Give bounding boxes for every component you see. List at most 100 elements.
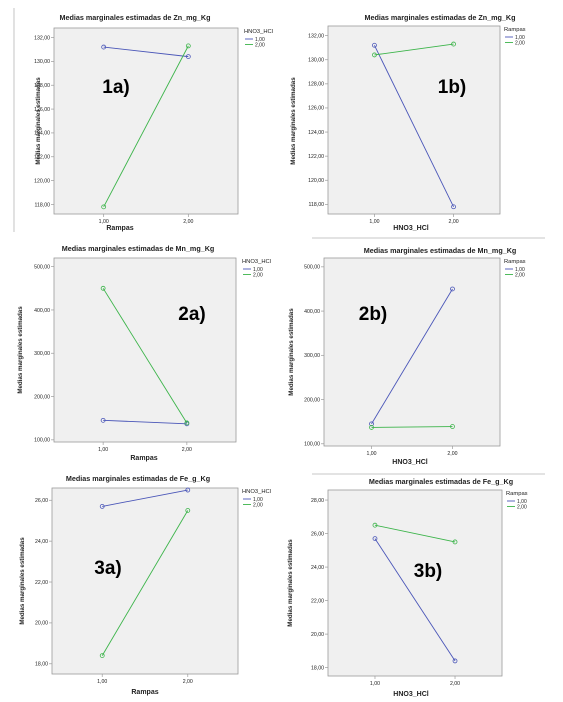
legend-entry-1: 1,00 [517,499,527,505]
y-tick-label: 100,00 [34,438,50,444]
series-line-2 [374,524,456,543]
data-point-series-2 [450,424,455,429]
y-axis-label: Medias marginales estimadas [288,308,295,396]
y-tick-label: 126,00 [308,106,324,112]
y-tick-label: 132,00 [34,35,50,41]
legend-title: HNO3_HCl [242,489,271,495]
y-tick-label: 122,00 [34,155,50,161]
x-tick-label: 2,00 [183,679,193,685]
data-point-series-1 [185,487,191,493]
y-tick-label: 20,00 [311,632,324,638]
data-point-series-2 [100,285,106,291]
chart-title: Medias marginales estimadas de Mn_mg_Kg [364,246,517,255]
y-tick-label: 124,00 [308,130,324,136]
y-tick-label: 200,00 [304,397,320,403]
x-axis-label: HNO3_HCl [392,459,427,466]
y-tick-label: 26,00 [35,498,48,504]
y-tick-label: 120,00 [308,178,324,184]
data-point-series-2 [369,425,374,430]
data-point-series-1 [100,417,106,423]
data-point-series-2 [372,522,378,528]
y-tick-label: 126,00 [34,107,50,113]
legend-title: Rampas [506,491,528,497]
series-line-1 [374,538,456,662]
chart-panel-3a: Medias marginales estimadas de Fe_g_Kg 18… [19,474,271,696]
x-tick-label: 2,00 [182,447,192,453]
plot-area [327,25,501,215]
data-point-series-1 [452,658,458,664]
legend-entry-2: 2,00 [253,272,263,278]
y-tick-label: 128,00 [308,82,324,88]
series-line-1 [103,46,189,58]
legend-entry-2: 2,00 [253,502,263,508]
y-tick-label: 120,00 [34,178,50,184]
y-tick-label: 300,00 [304,353,320,359]
y-tick-label: 400,00 [304,309,320,315]
x-axis-label: Rampas [131,689,158,696]
y-axis-label: Medias marginales estimadas [17,306,24,394]
legend-entry-1: 1,00 [255,37,265,43]
legend-entry-2: 2,00 [255,42,265,48]
y-tick-label: 24,00 [35,539,48,545]
panel-label: 2b) [359,304,388,325]
y-tick-label: 118,00 [35,202,51,208]
y-axis-label: Medias marginales estimadas [287,539,294,627]
chart-panel-1b: Medias marginales estimadas de Zn_mg_Kg 1… [290,13,526,232]
x-tick-label: 1,00 [98,447,108,453]
x-tick-label: 1,00 [369,219,379,225]
x-tick-label: 1,00 [370,681,380,687]
series-line-1 [374,45,454,207]
x-axis-label: Rampas [130,455,157,462]
legend-title: HNO3_HCl [242,259,271,265]
y-tick-label: 22,00 [311,598,324,604]
data-point-series-1 [185,54,191,60]
series-line-1 [371,288,453,425]
plot-area [323,257,501,447]
chart-title: Medias marginales estimadas de Fe_g_Kg [369,477,513,486]
data-point-series-1 [99,503,105,509]
x-tick-label: 1,00 [97,679,107,685]
panel-label: 1b) [438,77,467,98]
chart-panel-1a: Medias marginales estimadas de Zn_mg_Kg 1… [34,13,273,232]
y-axis-label: Medias marginales estimadas [290,77,297,165]
data-point-series-1 [451,204,456,210]
data-point-series-2 [184,420,190,426]
y-axis-label: Medias marginales estimadas [35,77,42,165]
data-point-series-2 [101,204,107,210]
y-tick-label: 18,00 [35,662,48,668]
x-tick-label: 2,00 [447,451,457,457]
y-tick-label: 130,00 [34,59,50,65]
y-tick-label: 130,00 [308,58,324,64]
panel-label: 3b) [414,561,443,582]
y-tick-label: 400,00 [34,308,50,314]
x-tick-label: 1,00 [366,451,376,457]
data-point-series-1 [372,536,378,541]
legend-entry-1: 1,00 [253,267,263,273]
legend-entry-2: 2,00 [515,40,525,46]
legend-title: Rampas [504,259,526,265]
legend-title: HNO3_HCl [244,29,273,35]
series-line-2 [371,426,453,428]
panel-label: 1a) [102,77,129,98]
legend-entry-1: 1,00 [515,267,525,273]
x-axis-label: HNO3_HCl [393,225,428,232]
plot-area [327,489,503,677]
chart-title: Medias marginales estimadas de Zn_mg_Kg [60,13,211,22]
data-point-series-1 [101,44,107,50]
y-tick-label: 124,00 [34,131,50,137]
chart-panel-3b: Medias marginales estimadas de Fe_g_Kg 18… [287,477,528,698]
y-axis-label: Medias marginales estimadas [19,537,26,625]
data-point-series-2 [451,41,456,47]
series-line-2 [374,43,454,56]
x-axis-label: HNO3_HCl [393,691,428,698]
y-tick-label: 500,00 [34,264,50,270]
y-tick-label: 500,00 [304,265,320,271]
legend-entry-2: 2,00 [515,272,525,278]
y-tick-label: 18,00 [311,665,324,671]
data-point-series-2 [185,43,191,49]
series-line-2 [101,510,189,656]
data-point-series-2 [99,653,105,659]
x-tick-label: 2,00 [449,219,459,225]
data-point-series-2 [185,508,191,513]
